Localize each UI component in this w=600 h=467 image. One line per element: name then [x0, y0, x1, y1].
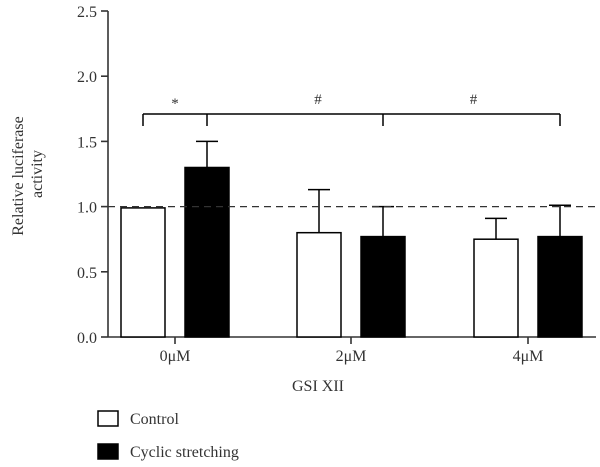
legend-label-cyclic-stretching: Cyclic stretching [130, 444, 239, 461]
y-tick-label: 1.0 [77, 200, 97, 217]
significance-brackets: * # # [142, 92, 561, 126]
legend-swatch-cyclic-stretching [97, 443, 119, 460]
y-axis-title-line-1: Relative luciferase [10, 116, 27, 236]
y-tick-label: 0.5 [77, 265, 97, 282]
bar [184, 166, 230, 338]
y-tick-label: 1.5 [77, 134, 97, 151]
legend-swatch-control [97, 410, 119, 427]
x-ticks: 0μM 2μM 4μM [160, 337, 544, 365]
bars [120, 140, 583, 338]
y-tick-label: 2.5 [77, 4, 97, 21]
bar [360, 235, 406, 338]
x-tick-label: 4μM [513, 348, 544, 365]
bar [296, 231, 342, 338]
legend: Control Cyclic stretching [97, 410, 239, 461]
significance-marker: # [470, 92, 478, 108]
bar [537, 235, 583, 338]
bar [120, 207, 166, 338]
y-axis-title: Relative luciferase activity [10, 112, 46, 236]
x-tick-label: 0μM [160, 348, 191, 365]
x-tick-label: 2μM [336, 348, 367, 365]
y-tick-label: 0.0 [77, 330, 97, 347]
significance-marker: * [171, 96, 179, 112]
y-tick-label: 2.0 [77, 69, 97, 86]
y-axis-title-line-2: activity [29, 150, 46, 198]
significance-marker: # [314, 92, 322, 108]
bar [473, 238, 519, 338]
legend-label-control: Control [130, 411, 179, 428]
y-ticks: 0.0 0.5 1.0 1.5 2.0 2.5 [77, 4, 108, 347]
x-axis-title: GSI XII [292, 378, 344, 395]
